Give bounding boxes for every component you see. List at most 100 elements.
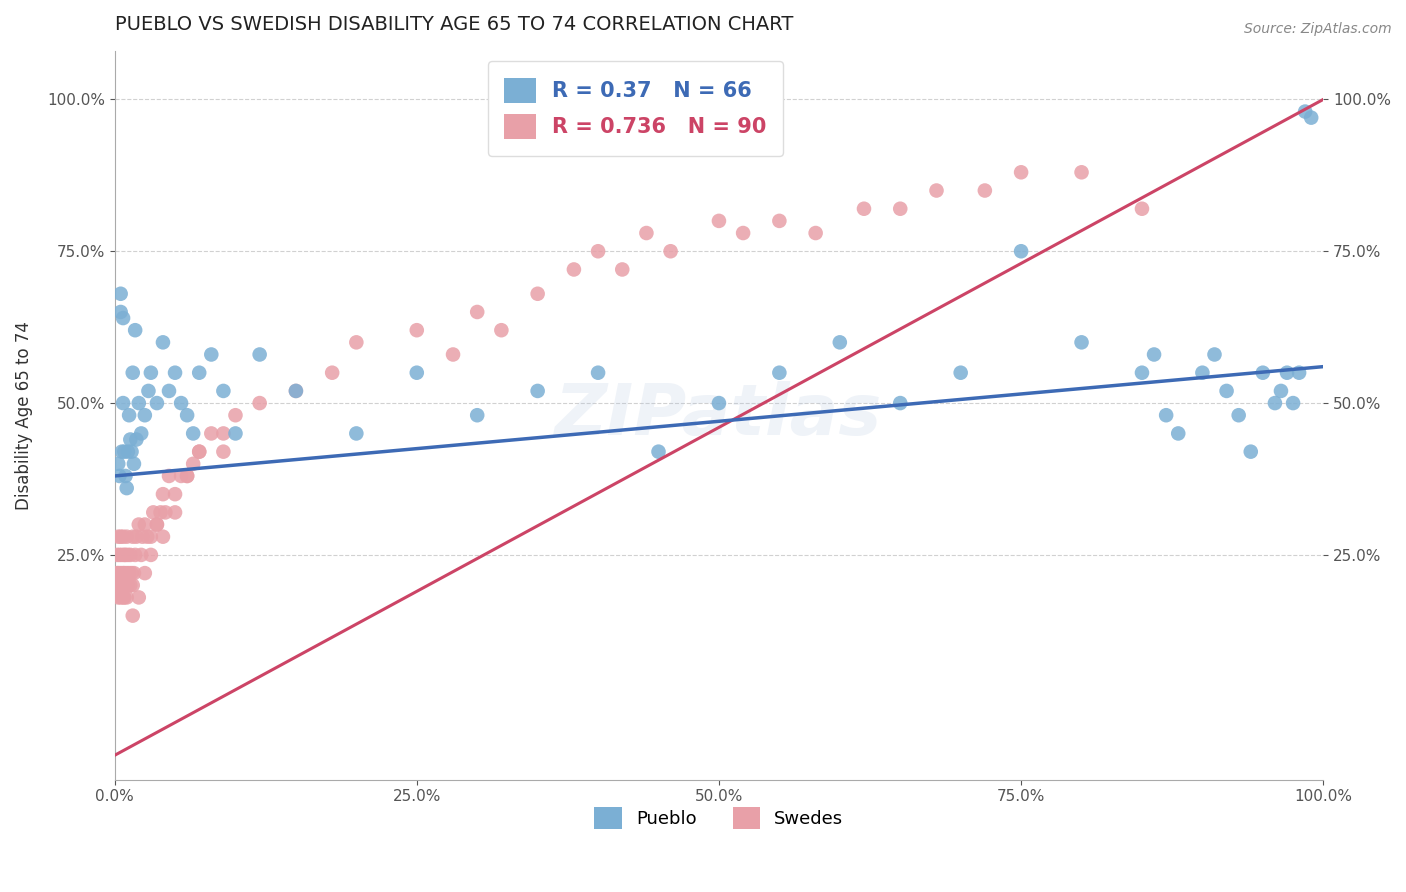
Point (586, 244, 609, 259)
Point (768, 366, 790, 380)
Point (1294, 104, 1316, 119)
Point (114, 469, 136, 483)
Point (1282, 396, 1305, 410)
Point (112, 566, 135, 581)
Point (586, 366, 609, 380)
Point (1251, 366, 1274, 380)
Point (889, 396, 911, 410)
Point (118, 566, 141, 581)
Point (110, 566, 132, 581)
Point (122, 457, 145, 471)
Point (249, 396, 271, 410)
Point (112, 566, 135, 581)
Point (111, 578, 134, 592)
Point (465, 408, 488, 422)
Point (1130, 366, 1153, 380)
Point (1301, 111, 1323, 125)
Point (1010, 165, 1032, 179)
Point (170, 396, 193, 410)
Point (284, 384, 307, 398)
Point (852, 202, 875, 216)
Point (157, 384, 180, 398)
Point (114, 548, 136, 562)
Point (949, 366, 972, 380)
Point (108, 578, 131, 592)
Point (562, 262, 585, 277)
Point (212, 444, 235, 458)
Point (131, 530, 153, 544)
Point (526, 286, 548, 301)
Point (1215, 384, 1237, 398)
Point (1154, 408, 1177, 422)
Point (115, 481, 138, 495)
Point (122, 566, 145, 581)
Point (139, 530, 162, 544)
Point (1288, 366, 1310, 380)
Point (224, 426, 246, 441)
Point (249, 347, 271, 361)
Point (163, 366, 186, 380)
Point (405, 366, 427, 380)
Point (112, 591, 135, 605)
Point (284, 384, 307, 398)
Point (1143, 347, 1166, 361)
Point (112, 530, 135, 544)
Text: PUEBLO VS SWEDISH DISABILITY AGE 65 TO 74 CORRELATION CHART: PUEBLO VS SWEDISH DISABILITY AGE 65 TO 7… (115, 15, 793, 34)
Point (120, 548, 142, 562)
Text: ZIPatlas: ZIPatlas (555, 381, 883, 450)
Point (139, 548, 162, 562)
Point (1270, 384, 1292, 398)
Point (104, 578, 127, 592)
Point (146, 396, 169, 410)
Point (163, 487, 186, 501)
Point (973, 184, 995, 198)
Point (128, 396, 150, 410)
Point (707, 214, 730, 228)
Point (170, 469, 193, 483)
Point (134, 566, 156, 581)
Point (128, 591, 150, 605)
Point (139, 366, 162, 380)
Text: Source: ZipAtlas.com: Source: ZipAtlas.com (1244, 22, 1392, 37)
Point (1264, 396, 1286, 410)
Point (344, 426, 367, 441)
Point (108, 469, 131, 483)
Point (115, 566, 138, 581)
Point (112, 311, 135, 326)
Point (138, 384, 160, 398)
Point (107, 530, 129, 544)
Point (157, 469, 180, 483)
Point (344, 335, 367, 350)
Point (125, 530, 148, 544)
Point (152, 487, 174, 501)
Point (659, 244, 682, 259)
Point (118, 408, 141, 422)
Point (1010, 244, 1032, 259)
Point (121, 530, 143, 544)
Point (491, 323, 513, 337)
Point (121, 566, 143, 581)
Point (181, 457, 204, 471)
Point (134, 408, 156, 422)
Point (112, 396, 135, 410)
Point (176, 469, 198, 483)
Point (441, 347, 464, 361)
Point (124, 548, 146, 562)
Point (188, 444, 211, 458)
Point (128, 517, 150, 532)
Point (889, 202, 911, 216)
Point (110, 591, 132, 605)
Point (526, 384, 548, 398)
Point (136, 530, 159, 544)
Point (129, 426, 152, 441)
Point (142, 505, 165, 519)
Point (1070, 165, 1092, 179)
Point (146, 517, 169, 532)
Point (804, 226, 827, 240)
Point (105, 566, 128, 581)
Legend: Pueblo, Swedes: Pueblo, Swedes (588, 800, 851, 836)
Point (107, 591, 129, 605)
Point (1167, 426, 1189, 441)
Point (188, 366, 211, 380)
Point (152, 335, 174, 350)
